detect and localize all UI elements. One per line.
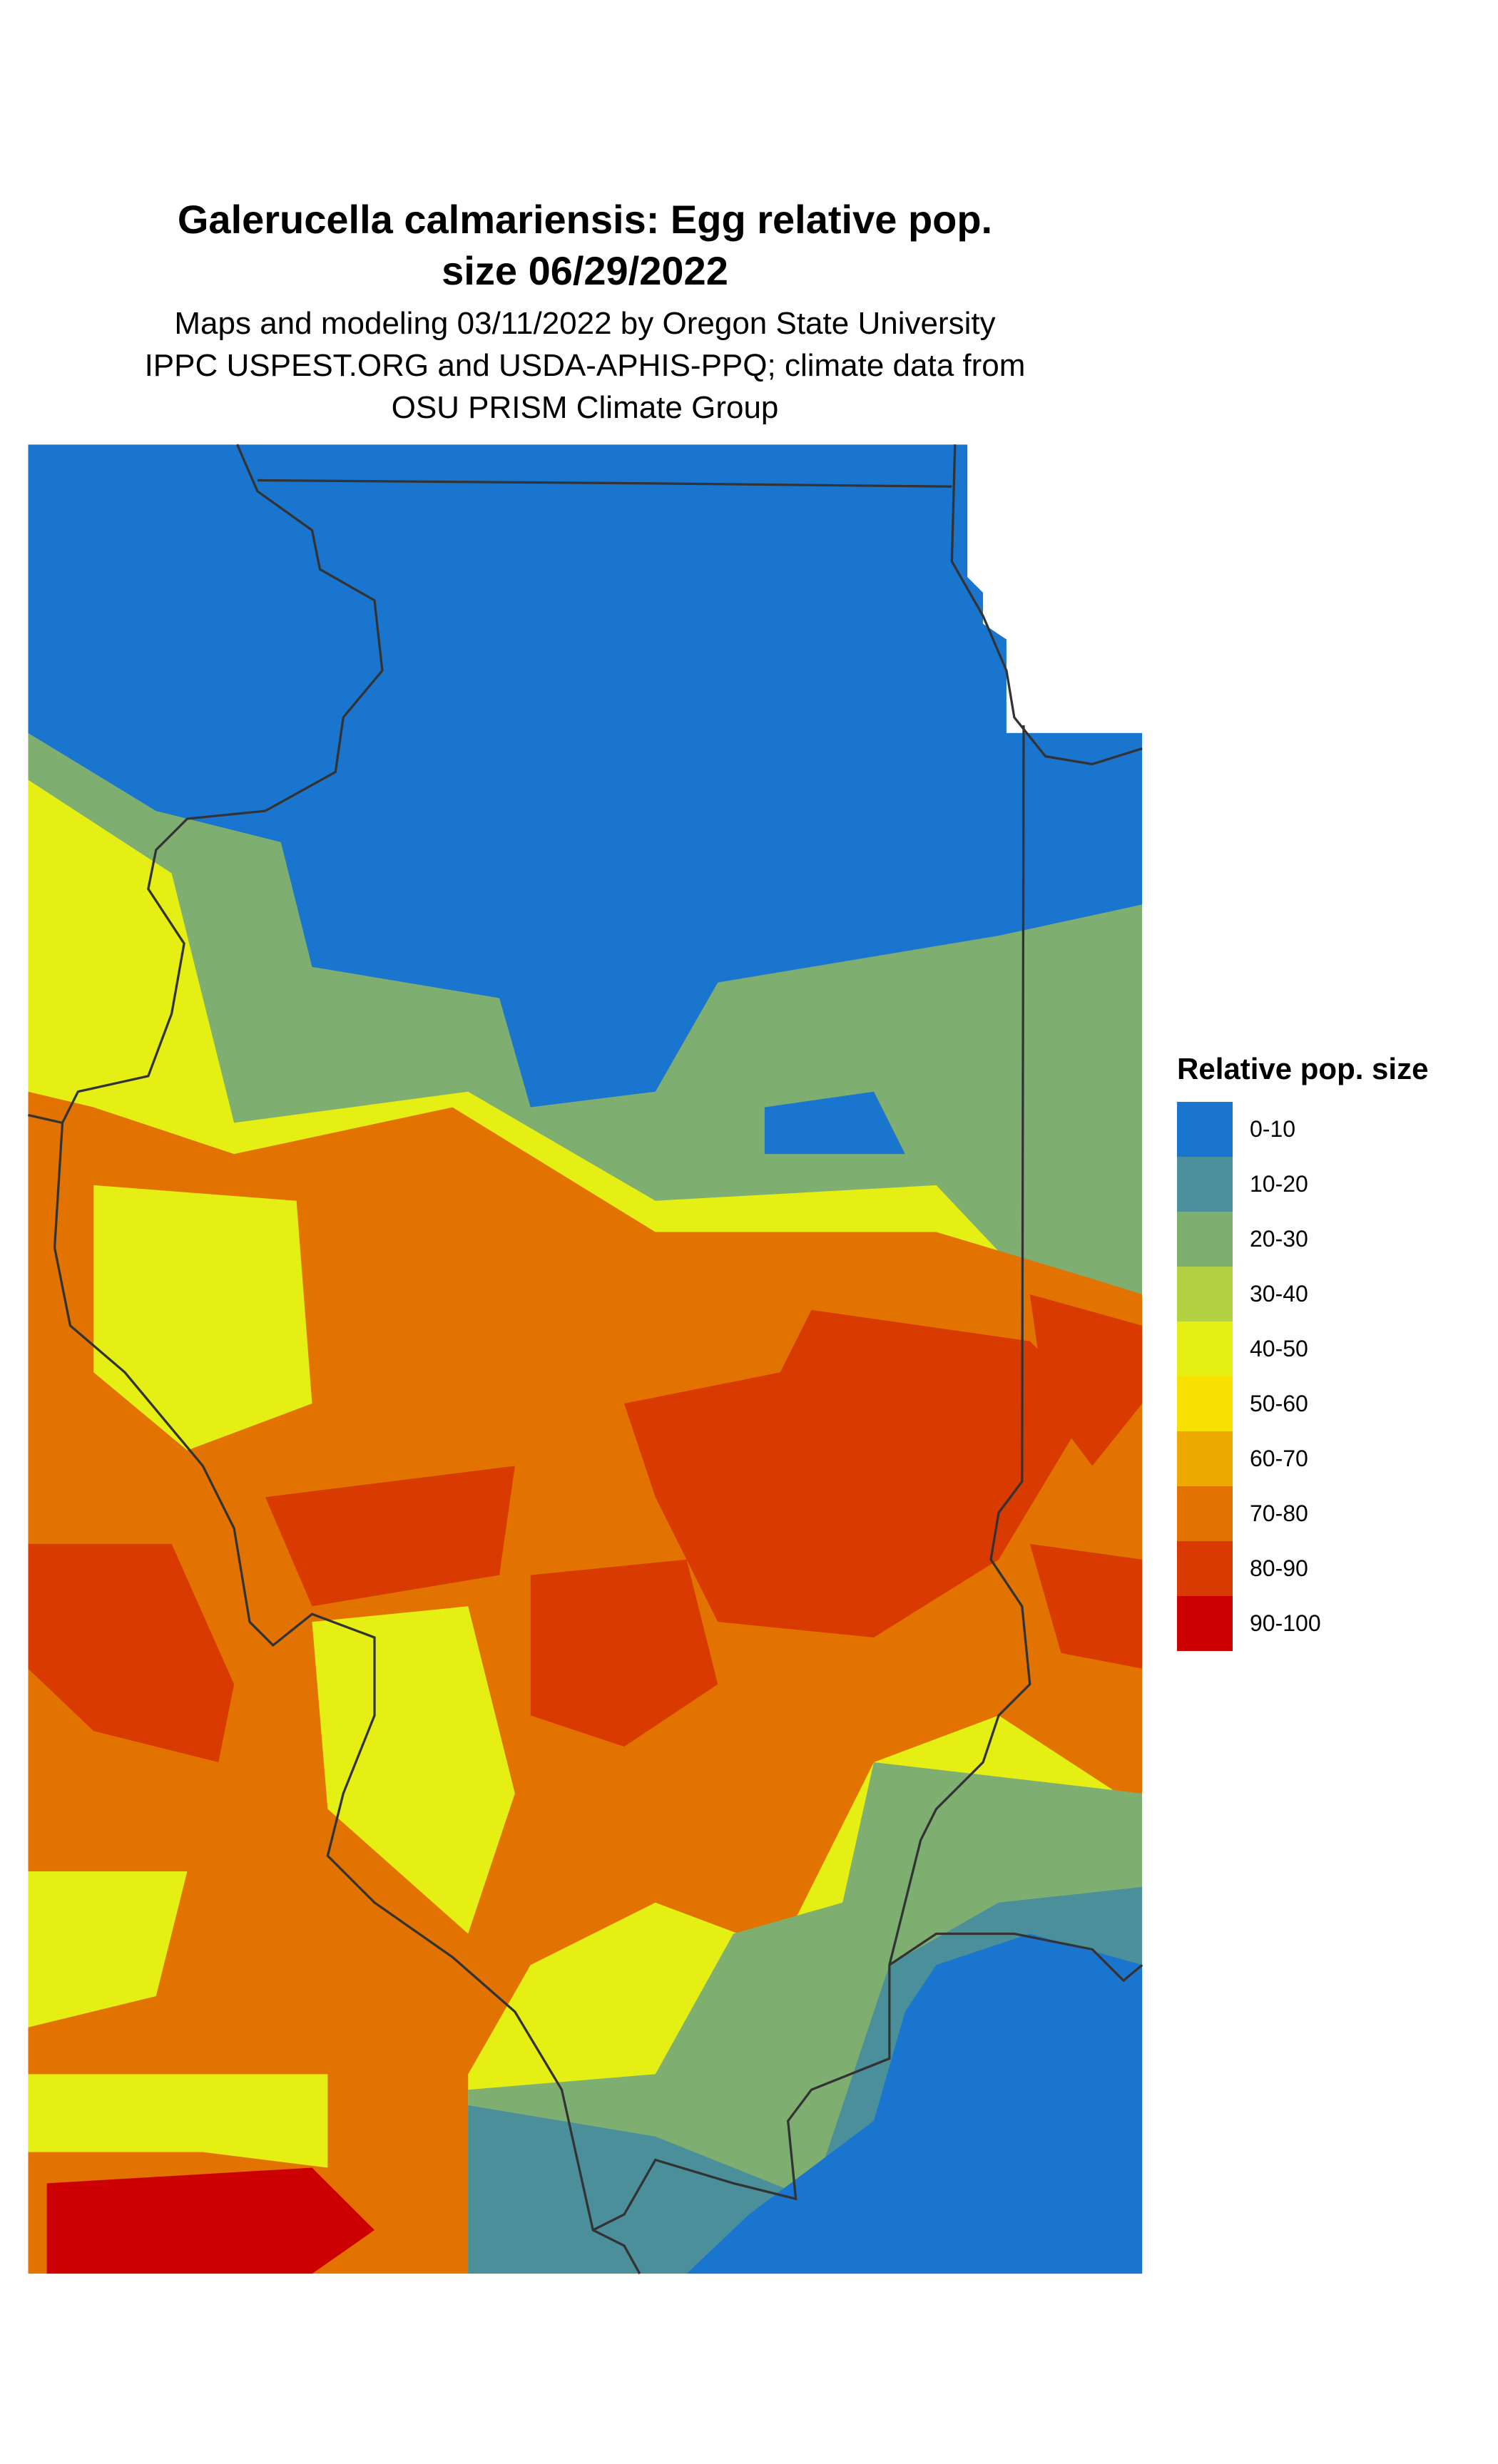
legend-label: 30-40 — [1250, 1281, 1308, 1307]
legend-label: 70-80 — [1250, 1501, 1308, 1526]
legend-label: 80-90 — [1250, 1555, 1308, 1581]
zone-red-center-west — [530, 1559, 718, 1747]
legend-swatch — [1177, 1431, 1233, 1486]
zone-yellow-center — [312, 1606, 515, 1934]
legend-item: 0-10 — [1177, 1102, 1428, 1157]
legend-item: 40-50 — [1177, 1322, 1428, 1376]
legend-item: 60-70 — [1177, 1431, 1428, 1486]
legend-swatch — [1177, 1267, 1233, 1322]
legend-label: 40-50 — [1250, 1336, 1308, 1361]
state-boundaries — [28, 444, 1143, 2275]
western-river-boundary — [53, 444, 641, 2275]
eastern-boundary — [950, 444, 1143, 766]
legend-item: 90-100 — [1177, 1596, 1428, 1651]
legend-label: 10-20 — [1250, 1171, 1308, 1197]
legend-label: 50-60 — [1250, 1391, 1308, 1416]
zone-blue-southeast — [686, 1933, 1143, 2274]
zone-red-south — [46, 2167, 374, 2274]
legend-swatch — [1177, 1322, 1233, 1376]
legend-label: 20-30 — [1250, 1226, 1308, 1252]
zone-yellow-south — [28, 2074, 328, 2168]
legend-label: 90-100 — [1250, 1610, 1321, 1636]
zone-red-east — [1029, 1294, 1143, 1466]
legend-title: Relative pop. size — [1177, 1052, 1429, 1085]
legend: Relative pop. size 0-10 10-20 20-30 30-40 40… — [1177, 1052, 1428, 1651]
zone-red-midsouth — [265, 1466, 515, 1607]
legend-swatch — [1177, 1376, 1233, 1431]
legend-swatch — [1177, 1157, 1233, 1212]
legend-swatch — [1177, 1541, 1233, 1596]
western-edge-boundary — [28, 1113, 63, 1125]
legend-label: 60-70 — [1250, 1446, 1308, 1471]
legend-item: 50-60 — [1177, 1376, 1428, 1431]
eastern-vertical-boundary — [592, 725, 1031, 2232]
legend-item: 20-30 — [1177, 1212, 1428, 1267]
zone-blue-north — [28, 444, 1143, 1108]
zone-red-center — [624, 1309, 1093, 1638]
legend-label: 0-10 — [1250, 1116, 1296, 1142]
subtitle-line-3: OSU PRISM Climate Group — [391, 390, 779, 425]
legend-swatch — [1177, 1102, 1233, 1157]
southern-boundary — [888, 1932, 1143, 1983]
legend-item: 10-20 — [1177, 1157, 1428, 1212]
zone-red-west — [28, 1543, 235, 1762]
map-title-line-2: size 06/29/2022 — [442, 248, 728, 293]
legend-item: 80-90 — [1177, 1541, 1428, 1596]
map-title-line-1: Galerucella calmariensis: Egg relative p… — [177, 197, 993, 242]
legend-item: 30-40 — [1177, 1267, 1428, 1322]
zone-red-east2 — [1029, 1543, 1143, 1669]
legend-swatch — [1177, 1596, 1233, 1651]
legend-swatch — [1177, 1486, 1233, 1541]
northern-border — [257, 479, 952, 488]
zone-yellow-west — [93, 1185, 312, 1451]
legend-swatch — [1177, 1212, 1233, 1267]
zone-blue-lake-east — [764, 1091, 905, 1155]
legend-item: 70-80 — [1177, 1486, 1428, 1541]
subtitle-line-2: IPPC USPEST.ORG and USDA-APHIS-PPQ; clim… — [144, 348, 1026, 383]
subtitle-line-1: Maps and modeling 03/11/2022 by Oregon S… — [174, 306, 996, 341]
